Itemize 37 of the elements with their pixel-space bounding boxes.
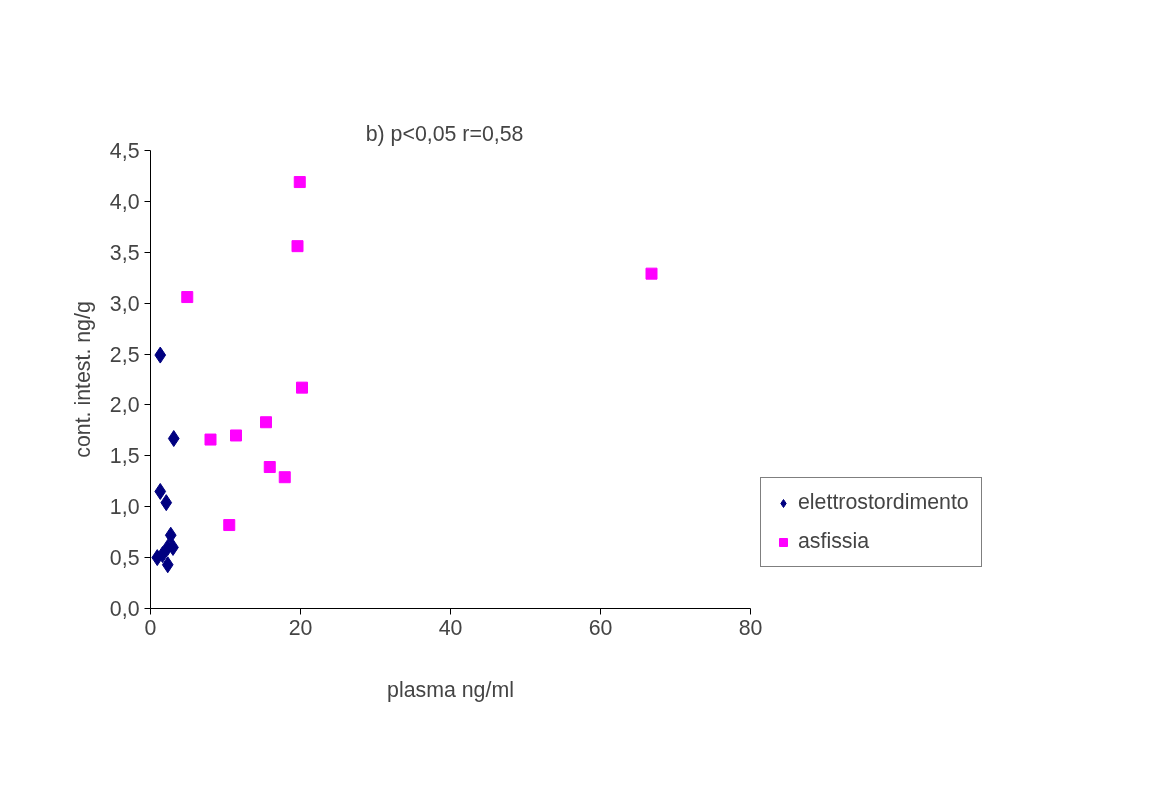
y-tick-label: 0,5 bbox=[109, 546, 140, 571]
point bbox=[278, 471, 291, 484]
x-tick-label: 80 bbox=[738, 615, 763, 640]
y-tick-label: 0,0 bbox=[109, 597, 140, 621]
point bbox=[260, 416, 272, 429]
legend-label: elettrostordimento bbox=[798, 490, 969, 515]
x-tick-label: 0 bbox=[144, 615, 157, 640]
x-axis-title: plasma ng/ml bbox=[387, 677, 514, 702]
point bbox=[263, 461, 276, 474]
y-tick-label: 4,5 bbox=[109, 139, 140, 163]
point bbox=[181, 291, 194, 304]
y-tick-label: 1,0 bbox=[109, 495, 140, 520]
x-tick-label: 40 bbox=[438, 615, 463, 640]
x-tick-label: 20 bbox=[288, 615, 313, 640]
y-tick-label: 2,0 bbox=[109, 393, 140, 418]
y-tick-label: 4,0 bbox=[109, 189, 140, 214]
point bbox=[230, 429, 242, 442]
point bbox=[291, 240, 304, 253]
point bbox=[154, 482, 167, 500]
y-tick-label: 3,5 bbox=[109, 240, 140, 265]
legend-label: asfissia bbox=[798, 529, 870, 554]
point bbox=[645, 267, 658, 280]
point bbox=[204, 433, 217, 446]
y-tick-label: 1,5 bbox=[109, 444, 140, 469]
point bbox=[160, 494, 173, 512]
y-axis-title: cont. intest. ng/g bbox=[70, 301, 95, 458]
point bbox=[223, 519, 236, 532]
y-tick-label: 2,5 bbox=[109, 342, 140, 367]
chart-title: b) p<0,05 r=0,58 bbox=[365, 121, 524, 146]
point bbox=[296, 381, 308, 394]
point bbox=[154, 346, 167, 364]
point bbox=[164, 526, 177, 544]
point bbox=[293, 176, 306, 189]
point bbox=[167, 430, 180, 448]
y-tick-label: 3,0 bbox=[109, 291, 140, 316]
x-tick-label: 60 bbox=[588, 615, 613, 640]
point bbox=[161, 556, 174, 574]
